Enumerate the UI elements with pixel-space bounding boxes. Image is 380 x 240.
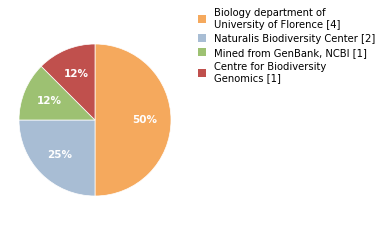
Text: 25%: 25% [48,150,73,160]
Wedge shape [95,44,171,196]
Text: 50%: 50% [132,115,157,125]
Wedge shape [41,44,95,120]
Wedge shape [19,66,95,120]
Wedge shape [19,120,95,196]
Text: 12%: 12% [37,96,62,106]
Text: 12%: 12% [63,69,89,79]
Legend: Biology department of
University of Florence [4], Naturalis Biodiversity Center : Biology department of University of Flor… [195,5,378,86]
